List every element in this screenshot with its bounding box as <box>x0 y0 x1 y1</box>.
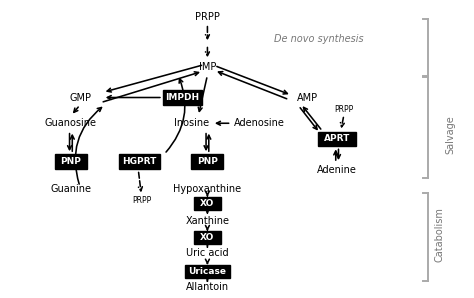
Text: GMP: GMP <box>69 92 91 103</box>
Text: PRPP: PRPP <box>195 13 220 22</box>
Text: XO: XO <box>200 199 215 208</box>
FancyBboxPatch shape <box>318 131 356 146</box>
Text: IMPDH: IMPDH <box>165 93 200 102</box>
FancyBboxPatch shape <box>55 154 87 169</box>
Text: De novo synthesis: De novo synthesis <box>274 34 364 44</box>
Text: Adenine: Adenine <box>317 164 357 175</box>
Text: PNP: PNP <box>197 157 218 166</box>
Text: Inosine: Inosine <box>174 118 209 128</box>
Text: Guanosine: Guanosine <box>45 118 97 128</box>
Text: Catabolism: Catabolism <box>435 207 445 262</box>
Text: HGPRT: HGPRT <box>122 157 156 166</box>
FancyBboxPatch shape <box>194 197 221 210</box>
Text: XO: XO <box>200 233 215 242</box>
FancyBboxPatch shape <box>118 154 160 169</box>
FancyBboxPatch shape <box>191 154 223 169</box>
Text: PRPP: PRPP <box>132 196 151 205</box>
Text: PRPP: PRPP <box>334 105 354 114</box>
FancyBboxPatch shape <box>194 231 221 244</box>
Text: PNP: PNP <box>61 157 82 166</box>
Text: Allantoin: Allantoin <box>186 282 229 292</box>
Text: Guanine: Guanine <box>50 184 91 194</box>
Text: AMP: AMP <box>297 92 318 103</box>
Text: Uricase: Uricase <box>189 267 227 276</box>
Text: Hypoxanthine: Hypoxanthine <box>173 184 241 194</box>
Text: Adenosine: Adenosine <box>234 118 285 128</box>
Text: Salvage: Salvage <box>446 115 456 154</box>
Text: Uric acid: Uric acid <box>186 249 229 258</box>
FancyBboxPatch shape <box>163 90 202 105</box>
Text: Xanthine: Xanthine <box>185 215 229 226</box>
Text: IMP: IMP <box>199 63 216 72</box>
Text: APRT: APRT <box>324 134 350 144</box>
FancyBboxPatch shape <box>185 265 230 278</box>
